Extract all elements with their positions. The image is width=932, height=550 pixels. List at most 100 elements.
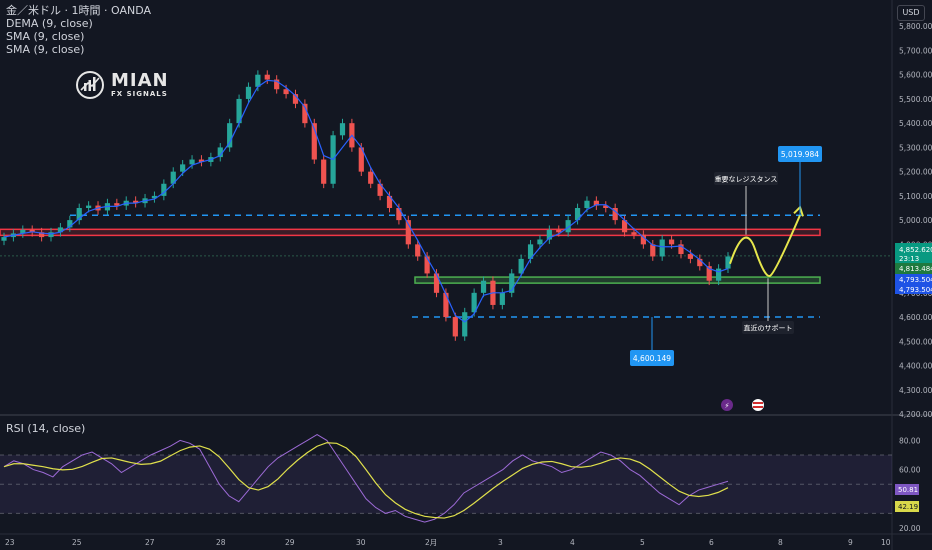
candle-body (650, 244, 656, 257)
lightning-icon: ⚡ (725, 402, 730, 410)
candle-body (537, 239, 543, 245)
price-tick-label: 5,800.000 (899, 22, 932, 31)
candle-body (668, 239, 675, 245)
candle-body (302, 103, 308, 124)
time-tick-label: 28 (216, 538, 226, 547)
sma-price-label: 4,813.484 (899, 265, 932, 273)
candle-body (67, 220, 73, 228)
candle-body (659, 239, 665, 257)
candle-body (480, 280, 487, 293)
candle-body (292, 94, 299, 104)
candle-body (377, 183, 383, 196)
candle-body (57, 227, 64, 233)
price-tick-label: 5,700.000 (899, 46, 932, 55)
dema-indicator-label: DEMA (9, close) (6, 17, 93, 30)
candle-body (189, 159, 195, 165)
price-tick-label: 5,000.000 (899, 216, 932, 225)
candle-body (245, 86, 252, 99)
candle-body (527, 244, 534, 259)
candle-body (170, 171, 176, 184)
rsi-band (0, 455, 892, 514)
candle-body (227, 123, 233, 148)
price-tick-label: 5,100.000 (899, 192, 932, 201)
time-tick-label: 9 (848, 538, 853, 547)
candle-body (133, 200, 139, 204)
flag-stripe-2 (753, 406, 763, 408)
time-tick-label: 30 (356, 538, 366, 547)
candle-body (151, 195, 158, 199)
candle-body (706, 266, 712, 281)
high-target-box (778, 146, 822, 162)
candle-body (39, 232, 45, 238)
support-callout-box (742, 321, 794, 334)
projection-path (729, 214, 801, 277)
candle-body (368, 171, 374, 184)
candle-body (546, 229, 552, 240)
candle-body (471, 292, 477, 313)
rsi-ma-box (895, 501, 919, 512)
candle-body (283, 89, 289, 95)
flag-stripe-1 (753, 402, 763, 404)
candle-body (621, 220, 628, 233)
price-tick-label: 4,500.000 (899, 337, 932, 346)
currency-button[interactable]: USD (897, 5, 925, 21)
candle-body (640, 234, 646, 245)
sma-price-box (895, 263, 932, 274)
candle-body (236, 98, 242, 124)
candle-body (264, 74, 270, 80)
candle-body (321, 159, 327, 184)
current-price-box (895, 243, 932, 263)
symbol-title: 金／米ドル · 1時間 · OANDA (6, 4, 151, 17)
candle-body (565, 220, 571, 233)
time-tick-label: 3 (498, 538, 503, 547)
rsi-ma-label: 42.19 (898, 503, 918, 511)
candle-body (386, 195, 393, 208)
resistance-callout-text: 重要なレジスタンス (715, 175, 778, 184)
candle-body (462, 312, 468, 337)
candle-body (1, 237, 7, 241)
candle-body (603, 205, 609, 208)
rsi-ma-line (3, 442, 729, 519)
price-tick-label: 4,200.000 (899, 410, 932, 419)
candle-body (715, 268, 722, 281)
rsi-tick-label: 80.00 (899, 436, 921, 445)
current-price-label: 4,852.620 (899, 246, 932, 254)
candle-body (20, 229, 26, 234)
candle-body (678, 244, 684, 255)
candle-body (180, 164, 186, 172)
time-tick-label: 6 (709, 538, 714, 547)
sma-indicator-label-1: SMA (9, close) (6, 30, 85, 43)
candle-body (76, 208, 82, 221)
support-zone (414, 276, 821, 284)
candle-body (48, 232, 54, 238)
price-tick-label: 4,300.000 (899, 386, 932, 395)
countdown-label: 23:13 (899, 255, 919, 263)
rsi-tick-label: 60.00 (899, 466, 921, 475)
candle-body (574, 208, 581, 221)
candle-body (687, 254, 693, 259)
candle-body (339, 123, 346, 136)
chart-legend: 金／米ドル · 1時間 · OANDA DEMA (9, close) SMA … (6, 4, 151, 56)
candle-body (86, 205, 92, 208)
time-tick-label: 10 (881, 538, 891, 547)
time-tick-label: 29 (285, 538, 295, 547)
candle-body (593, 200, 599, 206)
candle-body (697, 258, 703, 267)
candle-body (274, 79, 280, 90)
candle-body (311, 123, 317, 160)
low-target-label: 4,600.149 (633, 354, 671, 363)
price-tick-label: 5,400.000 (899, 119, 932, 128)
candle-body (452, 317, 458, 337)
candle-body (29, 229, 35, 233)
rsi-current-label: 50.81 (898, 486, 918, 494)
candle-body (612, 208, 618, 221)
price-tick-label: 5,600.000 (899, 71, 932, 80)
candle-body (396, 208, 402, 221)
logo-icon (76, 71, 104, 99)
time-tick-label: 25 (72, 538, 82, 547)
candle-body (114, 203, 120, 206)
resistance-callout-box (714, 172, 778, 185)
candle-body (424, 256, 430, 274)
